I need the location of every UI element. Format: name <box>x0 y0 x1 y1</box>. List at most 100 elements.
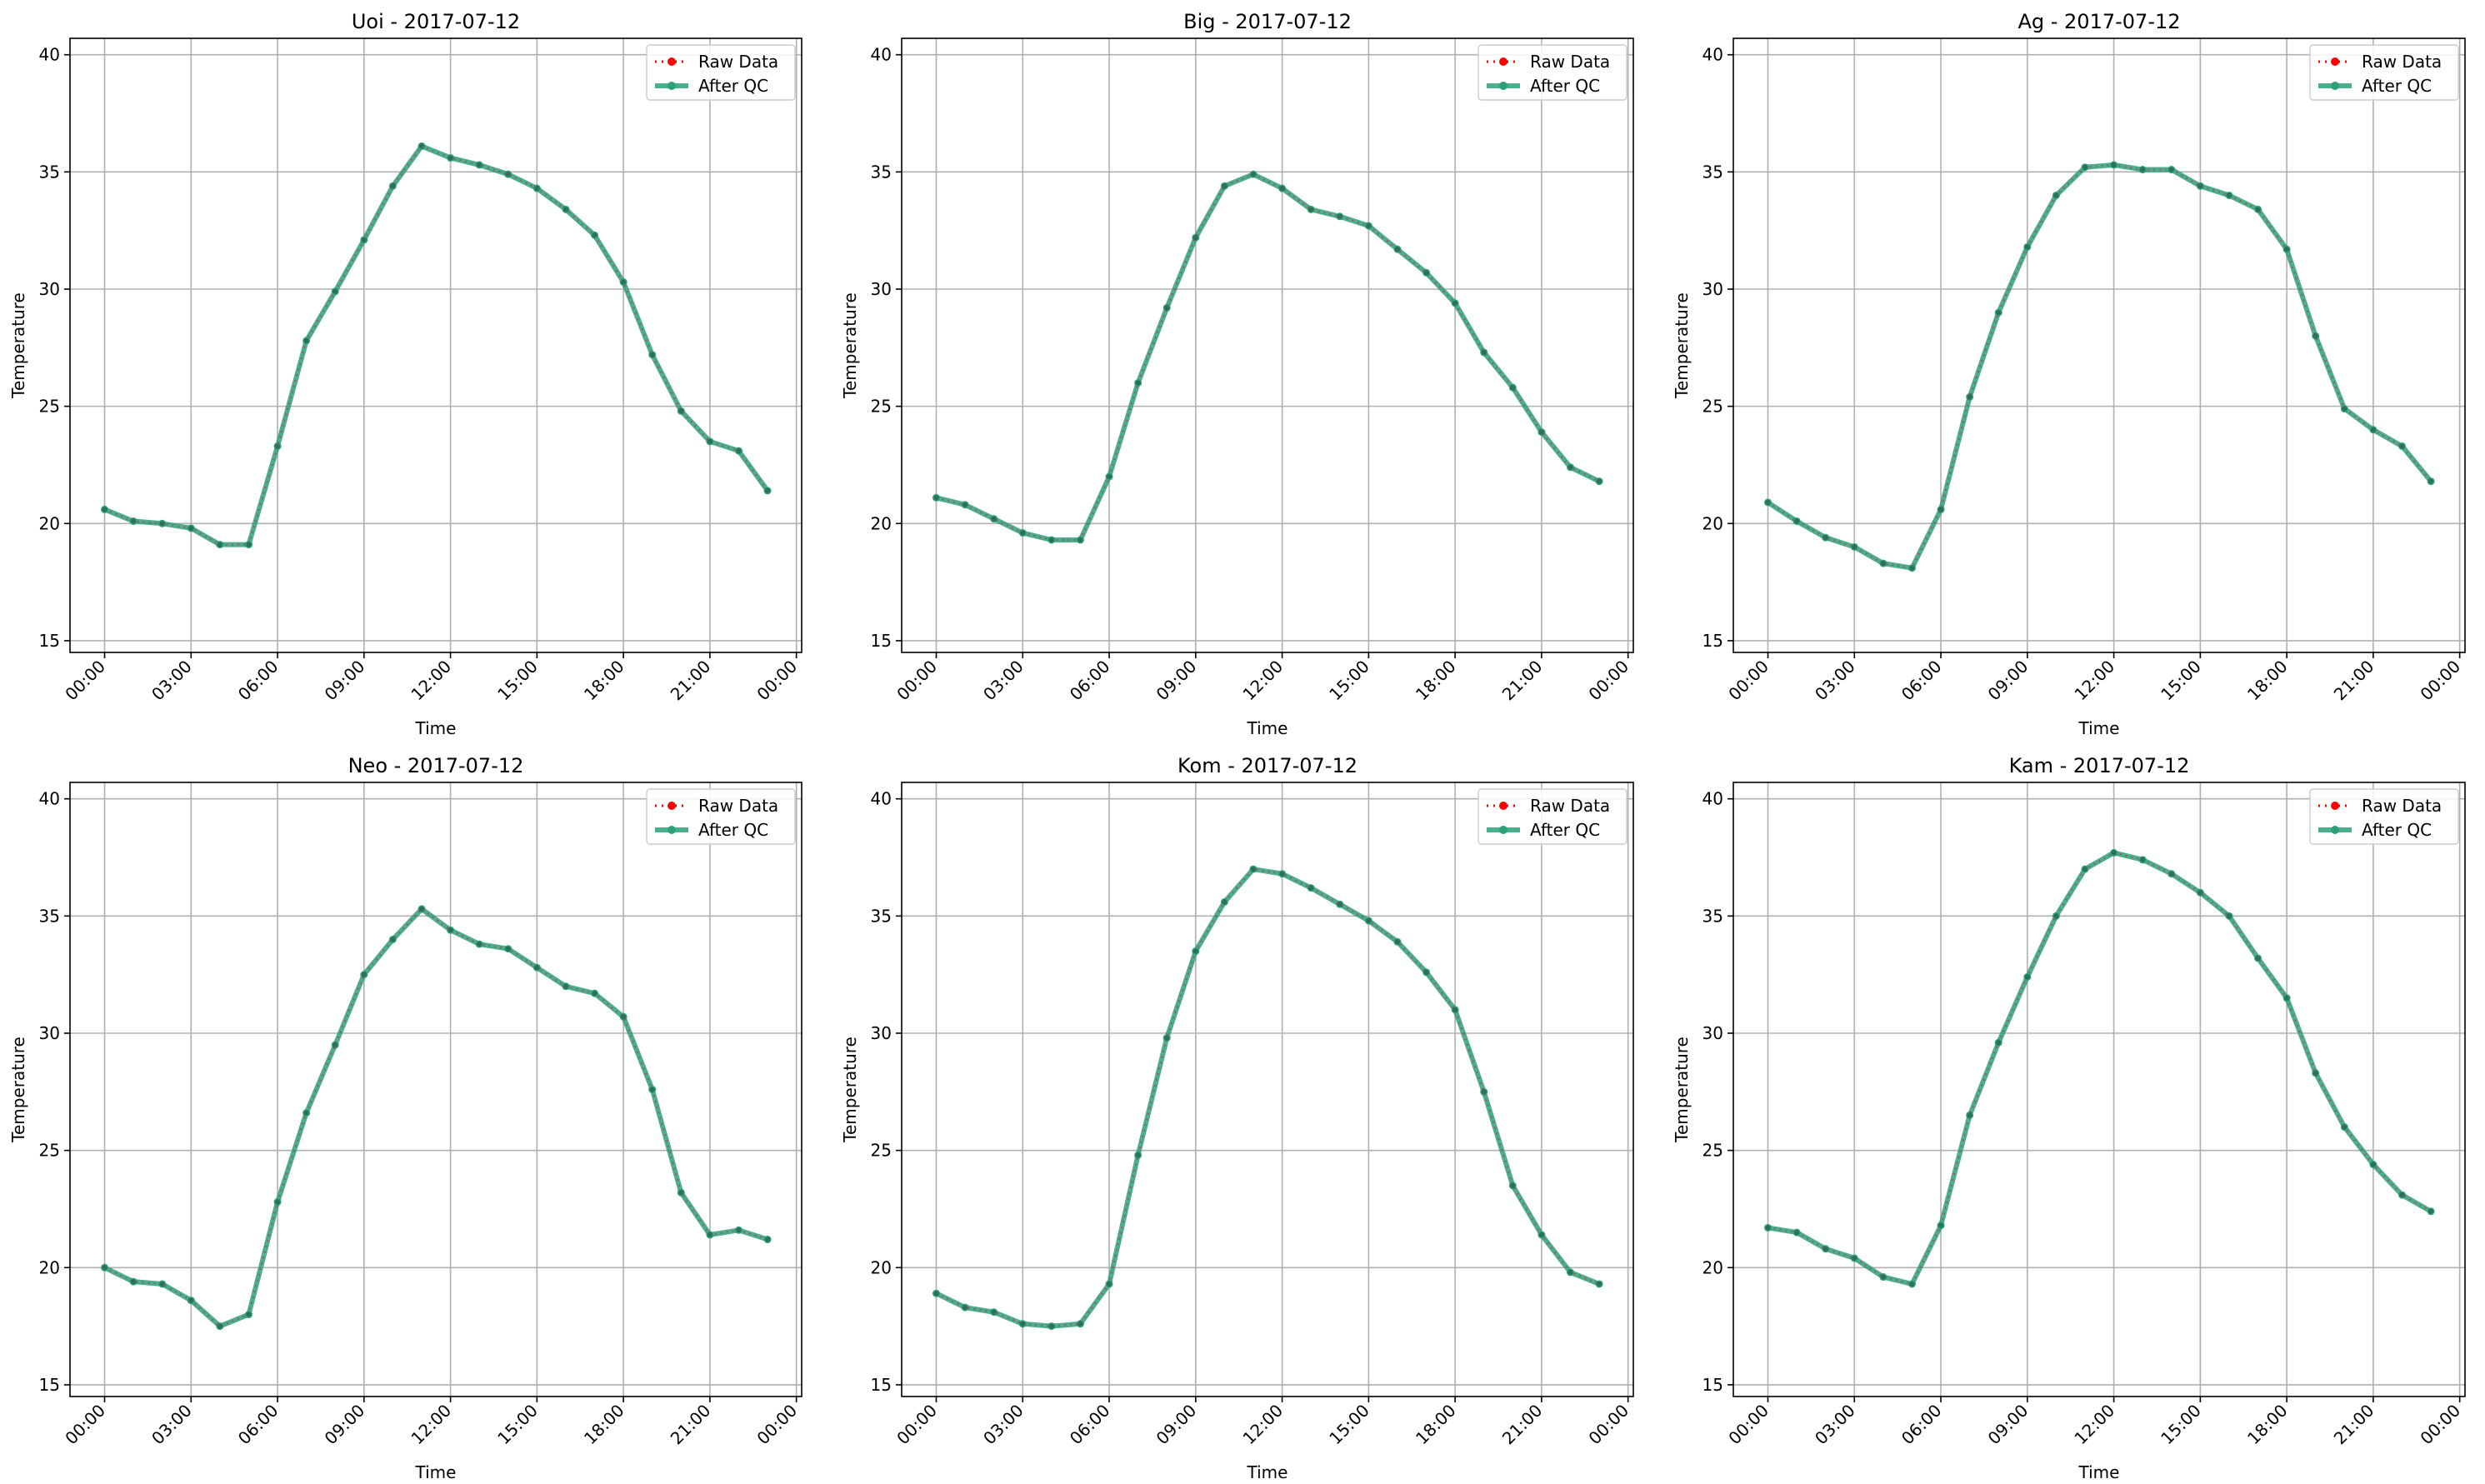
x-tick-label: 00:00 <box>2416 1401 2464 1449</box>
raw-point <box>1308 885 1314 891</box>
y-tick-label: 25 <box>39 1141 60 1161</box>
series-line-raw <box>1768 852 2432 1286</box>
x-tick-label: 18:00 <box>2243 1401 2292 1449</box>
chart-title: Kam - 2017-07-12 <box>2009 754 2190 777</box>
plot-frame <box>901 37 1634 653</box>
y-axis-label: Temperature <box>8 1037 28 1143</box>
legend-qc-label: After QC <box>698 76 768 96</box>
raw-point <box>1394 939 1400 945</box>
y-tick-label: 15 <box>1702 1375 1723 1395</box>
raw-point <box>649 1087 655 1092</box>
raw-point <box>678 408 684 414</box>
raw-point <box>418 143 424 149</box>
legend-qc-marker <box>1499 826 1508 834</box>
y-tick-label: 15 <box>39 1375 60 1395</box>
y-tick-label: 30 <box>871 279 892 299</box>
raw-point <box>1423 270 1429 276</box>
x-tick-label: 18:00 <box>2243 657 2292 705</box>
y-tick-label: 20 <box>1702 513 1723 533</box>
raw-point <box>1794 1230 1800 1236</box>
y-tick-label: 20 <box>871 1257 892 1277</box>
raw-point <box>534 186 540 192</box>
raw-point <box>246 1312 252 1317</box>
raw-point <box>562 983 568 989</box>
raw-point <box>159 521 165 527</box>
y-tick-label: 35 <box>871 162 892 182</box>
raw-point <box>1822 1246 1828 1252</box>
x-tick-label: 21:00 <box>2330 1401 2378 1449</box>
raw-point <box>303 1110 309 1116</box>
raw-point <box>1192 235 1198 241</box>
raw-point <box>303 337 309 343</box>
chart-panel: 00:00 03:00 06:00 09:00 12:00 15:00 18:00 21:00… <box>1672 754 2466 1482</box>
raw-point <box>1909 565 1915 571</box>
raw-point <box>649 352 655 357</box>
raw-point <box>933 495 939 501</box>
legend-qc-label: After QC <box>1530 76 1600 96</box>
raw-point <box>592 232 598 238</box>
y-tick-label: 25 <box>871 397 892 417</box>
raw-point <box>1967 1112 1972 1118</box>
raw-point <box>1048 1323 1054 1329</box>
x-tick-label: 21:00 <box>2330 657 2378 705</box>
series-line-after-qc <box>935 172 1601 542</box>
raw-point <box>1164 305 1170 311</box>
raw-point <box>1938 507 1944 512</box>
raw-point <box>2168 167 2174 172</box>
raw-point <box>448 927 453 933</box>
series-line-raw <box>1767 163 2432 569</box>
raw-point <box>1510 385 1516 391</box>
chart-title: Uoi - 2017-07-12 <box>352 10 520 33</box>
legend-qc-marker <box>2331 826 2339 834</box>
y-tick-label: 35 <box>1702 906 1723 926</box>
legend-raw-marker <box>668 57 676 66</box>
raw-point <box>2342 1124 2348 1130</box>
raw-point <box>2284 247 2290 252</box>
y-tick-label: 35 <box>39 162 60 182</box>
y-tick-label: 30 <box>1702 279 1723 299</box>
plot-frame <box>1732 782 2466 1397</box>
raw-point <box>2024 244 2030 250</box>
x-tick-label: 21:00 <box>1498 1401 1547 1449</box>
raw-point <box>2168 871 2174 877</box>
raw-point <box>621 1014 627 1020</box>
legend-qc-label: After QC <box>2362 76 2432 96</box>
x-tick-label: 03:00 <box>148 657 196 705</box>
x-tick-label: 03:00 <box>148 1401 196 1449</box>
raw-point <box>275 1199 281 1205</box>
raw-point <box>2082 164 2088 170</box>
raw-point <box>1394 247 1400 252</box>
chart-panel: 00:00 03:00 06:00 09:00 12:00 15:00 18:00 21:00… <box>840 754 1634 1482</box>
plot-frame <box>69 782 802 1397</box>
x-tick-label: 03:00 <box>1811 1401 1859 1449</box>
series-line-after-qc <box>1768 850 2432 1287</box>
raw-point <box>765 487 771 493</box>
raw-point <box>1852 544 1858 550</box>
series-line-raw <box>104 145 768 546</box>
raw-point <box>2198 183 2203 189</box>
raw-point <box>1048 537 1054 542</box>
chart-panel: 00:00 03:00 06:00 09:00 12:00 15:00 18:00 21:00… <box>1672 10 2466 738</box>
raw-point <box>1597 1281 1602 1287</box>
legend-raw-marker <box>1499 802 1508 810</box>
raw-point <box>1222 899 1228 905</box>
chart-title: Neo - 2017-07-12 <box>348 754 524 777</box>
x-tick-label: 06:00 <box>1898 657 1946 705</box>
raw-point <box>505 946 511 952</box>
x-tick-label: 12:00 <box>1238 1401 1287 1449</box>
legend-raw-marker <box>668 802 676 810</box>
raw-point <box>1020 530 1026 536</box>
legend-raw-label: Raw Data <box>2362 52 2442 72</box>
raw-point <box>736 448 742 454</box>
raw-point <box>1078 1321 1083 1327</box>
raw-point <box>1366 917 1372 923</box>
raw-point <box>1164 1035 1170 1041</box>
legend: Raw Data After QC <box>2309 788 2459 845</box>
raw-point <box>1852 1256 1858 1262</box>
raw-point <box>361 237 367 242</box>
x-tick-label: 18:00 <box>580 1401 628 1449</box>
raw-point <box>2342 406 2348 412</box>
raw-point <box>2024 974 2030 980</box>
legend-qc-marker <box>668 82 676 90</box>
y-tick-label: 25 <box>871 1141 892 1161</box>
